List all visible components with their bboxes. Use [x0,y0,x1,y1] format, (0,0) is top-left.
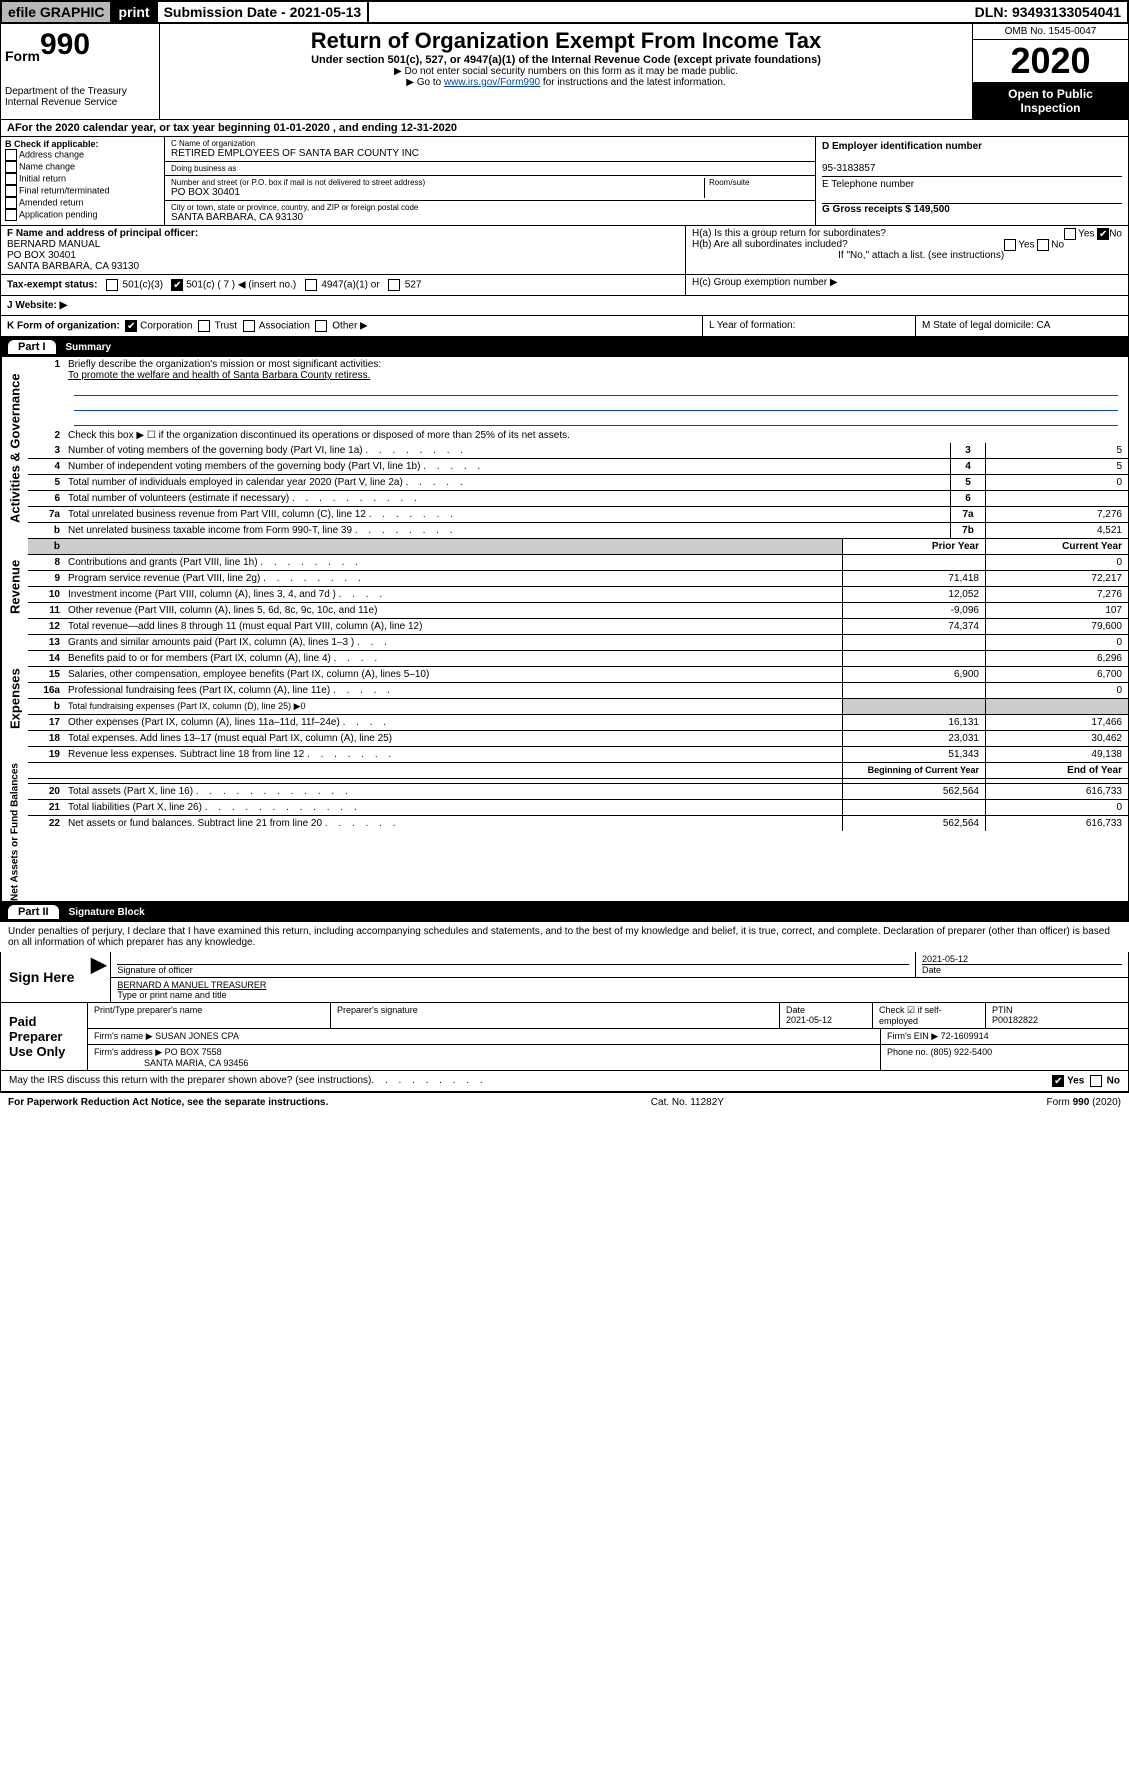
expenses-block: Expenses 13Grants and similar amounts pa… [0,635,1129,763]
paid-preparer-block: Paid Preparer Use Only Print/Type prepar… [0,1003,1129,1071]
top-toolbar: efile GRAPHIC print Submission Date - 20… [0,0,1129,24]
prep-self-h: Check ☑ if self-employed [873,1003,986,1028]
officer-group-row: F Name and address of principal officer:… [0,226,1129,275]
sig-date-cell: 2021-05-12Date [916,952,1128,977]
dln-label: DLN: 93493133054041 [969,2,1127,22]
revenue-block: Revenue bPrior YearCurrent Year 8Contrib… [0,539,1129,635]
activities-governance-block: Activities & Governance 1 Briefly descri… [0,357,1129,539]
prep-date-h: Date2021-05-12 [780,1003,873,1028]
form-header: Form990 Department of the Treasury Inter… [0,24,1129,120]
header-right: OMB No. 1545-0047 2020 Open to PublicIns… [972,24,1128,119]
sign-body: Signature of officer 2021-05-12Date BERN… [110,952,1128,1002]
part1-tab: Part I [8,340,56,354]
chk-amended[interactable]: Amended return [5,197,160,209]
firm-name: Firm's name ▶ SUSAN JONES CPA [88,1029,881,1044]
net-assets-block: Net Assets or Fund Balances Beginning of… [0,763,1129,902]
entity-info-block: B Check if applicable: Address change Na… [0,137,1129,226]
note-goto: ▶ Go to www.irs.gov/Form990 for instruct… [164,77,968,88]
box-m: M State of legal domicile: CA [916,316,1128,336]
box-c: C Name of organization RETIRED EMPLOYEES… [165,137,816,225]
net-content: Beginning of Current YearEnd of Year 20T… [28,763,1128,901]
header-left: Form990 Department of the Treasury Inter… [1,24,160,119]
footer-mid: Cat. No. 11282Y [651,1097,724,1108]
exp-content: 13Grants and similar amounts paid (Part … [28,635,1128,763]
sidebar-expenses: Expenses [1,635,28,763]
sidebar-revenue: Revenue [1,539,28,635]
dba-field: Doing business as [165,162,815,176]
perjury-text: Under penalties of perjury, I declare th… [0,922,1129,952]
box-b-label: B Check if applicable: [5,139,99,149]
tax-year: 2020 [973,40,1128,83]
firm-addr: Firm's address ▶ PO BOX 7558 SANTA MARIA… [88,1045,881,1070]
box-hc: H(c) Group exemption number ▶ [686,275,1128,295]
city-field: City or town, state or province, country… [165,201,815,225]
arrow-icon: ▶ [87,952,110,1002]
part1-title: Summary [66,342,112,353]
chk-address[interactable]: Address change [5,149,160,161]
mission-lines [68,381,1124,426]
irs-label: Internal Revenue Service [5,97,155,108]
box-l: L Year of formation: [703,316,916,336]
chk-final[interactable]: Final return/terminated [5,185,160,197]
rev-content: bPrior YearCurrent Year 8Contributions a… [28,539,1128,635]
mission-text: To promote the welfare and health of San… [68,370,370,381]
phone-field: E Telephone number [822,177,1122,204]
part1-header: Part I Summary [0,337,1129,357]
tax-status-row: Tax-exempt status: 501(c)(3) ✔ 501(c) ( … [0,275,1129,296]
chk-initial[interactable]: Initial return [5,173,160,185]
header-center: Return of Organization Exempt From Incom… [160,24,972,119]
omb-number: OMB No. 1545-0047 [973,24,1128,40]
ha-row: H(a) Is this a group return for subordin… [692,228,1122,239]
box-i: Tax-exempt status: 501(c)(3) ✔ 501(c) ( … [1,275,686,295]
box-h: H(a) Is this a group return for subordin… [686,226,1128,274]
sig-name-cell: BERNARD A MANUEL TREASURERType or print … [111,978,1128,1002]
chk-name[interactable]: Name change [5,161,160,173]
ag-content: 1 Briefly describe the organization's mi… [28,357,1128,539]
sign-here-block: Sign Here ▶ Signature of officer 2021-05… [0,952,1129,1003]
print-button[interactable]: print [112,2,157,22]
street-field: Number and street (or P.O. box if mail i… [165,176,815,201]
form-subtitle: Under section 501(c), 527, or 4947(a)(1)… [164,54,968,66]
prep-name-h: Print/Type preparer's name [88,1003,331,1028]
org-name-field: C Name of organization RETIRED EMPLOYEES… [165,137,815,162]
submission-date: Submission Date - 2021-05-13 [158,2,370,22]
gross-receipts: G Gross receipts $ 149,500 [822,204,1122,215]
part2-title: Signature Block [69,907,145,918]
sidebar-net: Net Assets or Fund Balances [1,763,28,901]
note-ssn: ▶ Do not enter social security numbers o… [164,66,968,77]
box-k: K Form of organization: ✔ Corporation Tr… [1,316,703,336]
box-d-e-g: D Employer identification number 95-3183… [816,137,1128,225]
firm-ein: Firm's EIN ▶ 72-1609914 [881,1029,1128,1044]
box-f: F Name and address of principal officer:… [1,226,686,274]
footer-right: Form 990 (2020) [1047,1097,1122,1108]
box-b: B Check if applicable: Address change Na… [1,137,165,225]
firm-phone: Phone no. (805) 922-5400 [881,1045,1128,1070]
form-title: Return of Organization Exempt From Incom… [164,28,968,54]
prep-sig-h: Preparer's signature [331,1003,780,1028]
paid-body: Print/Type preparer's name Preparer's si… [87,1003,1128,1070]
footer-left: For Paperwork Reduction Act Notice, see … [8,1097,328,1108]
website-row: J Website: ▶ [0,296,1129,316]
box-j: J Website: ▶ [1,296,1128,315]
efile-label: efile GRAPHIC [2,2,112,22]
ein-field: D Employer identification number 95-3183… [822,139,1122,177]
open-public: Open to PublicInspection [973,83,1128,119]
discuss-row: May the IRS discuss this return with the… [0,1071,1129,1092]
hb-attach: If "No," attach a list. (see instruction… [692,250,1122,261]
sign-here-label: Sign Here [1,952,87,1002]
calendar-year-row: A For the 2020 calendar year, or tax yea… [0,120,1129,137]
hb-row: H(b) Are all subordinates included? Yes … [692,239,1122,250]
prep-ptin-h: PTINP00182822 [986,1003,1128,1028]
page-footer: For Paperwork Reduction Act Notice, see … [0,1092,1129,1112]
sidebar-activities: Activities & Governance [1,357,28,539]
part2-header: Part II Signature Block [0,902,1129,922]
form-number: Form990 [5,28,155,64]
paid-label: Paid Preparer Use Only [1,1003,87,1070]
dept-label: Department of the Treasury [5,86,155,97]
sig-officer-cell: Signature of officer [111,952,916,977]
formorg-row: K Form of organization: ✔ Corporation Tr… [0,316,1129,337]
irs-link[interactable]: www.irs.gov/Form990 [444,77,540,88]
chk-pending[interactable]: Application pending [5,209,160,221]
part2-tab: Part II [8,905,59,919]
